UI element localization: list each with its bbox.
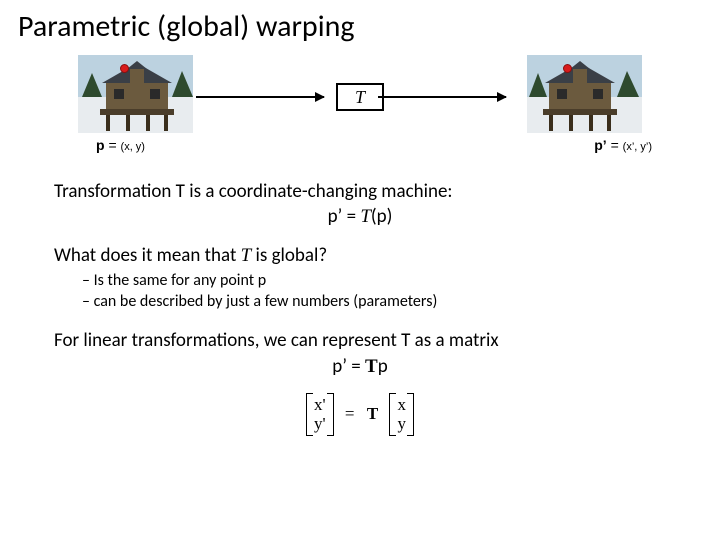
- bullet-2: can be described by just a few numbers (…: [82, 291, 666, 312]
- question-line: What does it mean that T is global?: [54, 243, 666, 268]
- para-definition: Transformation T is a coordinate-changin…: [54, 179, 666, 229]
- def-equation: p’ = T(p): [54, 204, 666, 229]
- para-linear: For linear transformations, we can repre…: [54, 328, 666, 378]
- rhs-0: x: [397, 395, 406, 415]
- arrow-to-T: [196, 96, 324, 98]
- arrow-from-T: [378, 96, 506, 98]
- label-p-eq: =: [105, 137, 121, 153]
- leq-pre: p’ =: [332, 355, 365, 378]
- transform-diagram: T p = (x, y): [78, 55, 642, 175]
- label-p-prime: p’ = (x’, y’): [594, 137, 652, 153]
- label-pprime-eq: =: [607, 137, 623, 153]
- lhs-1: y': [314, 414, 326, 434]
- linear-equation: p’ = Tp: [54, 354, 666, 379]
- source-image: [78, 55, 193, 133]
- label-p-coords: (x, y): [121, 141, 145, 153]
- matrix-rhs: x y: [389, 393, 414, 436]
- leq-post: p: [378, 355, 388, 378]
- linear-line: For linear transformations, we can repre…: [54, 329, 499, 352]
- matrix-T: T: [367, 403, 378, 425]
- bullet-list: Is the same for any point p can be descr…: [82, 270, 666, 312]
- matrix-equation: x' y' = T x y: [54, 393, 666, 436]
- eq-post: (p): [371, 205, 393, 228]
- bullet-1: Is the same for any point p: [82, 270, 666, 291]
- house-illustration-right: [527, 55, 642, 133]
- label-pprime-coords: (x’, y’): [623, 141, 652, 153]
- q-T: T: [241, 245, 252, 266]
- slide-title: Parametric (global) warping: [18, 8, 702, 45]
- target-image: [527, 55, 642, 133]
- label-p-bold: p: [96, 137, 105, 153]
- rhs-1: y: [397, 414, 406, 434]
- label-pprime-bold: p’: [594, 137, 606, 153]
- matrix-lhs: x' y': [306, 393, 334, 436]
- def-line1: Transformation T is a coordinate-changin…: [54, 180, 452, 203]
- point-marker-p-prime: [563, 64, 572, 73]
- point-marker-p: [120, 64, 129, 73]
- leq-T: T: [365, 356, 378, 377]
- house-illustration-left: [78, 55, 193, 133]
- matrix-eq-sign: =: [345, 403, 355, 425]
- slide: Parametric (global) warping: [0, 0, 720, 540]
- label-p: p = (x, y): [96, 137, 145, 153]
- body-text: Transformation T is a coordinate-changin…: [54, 179, 666, 436]
- q-pre: What does it mean that: [54, 244, 241, 267]
- eq-T: T: [360, 206, 371, 227]
- q-post: is global?: [251, 244, 327, 267]
- eq-pre: p’ =: [328, 205, 361, 228]
- lhs-0: x': [314, 395, 326, 415]
- transform-box: T: [336, 83, 384, 111]
